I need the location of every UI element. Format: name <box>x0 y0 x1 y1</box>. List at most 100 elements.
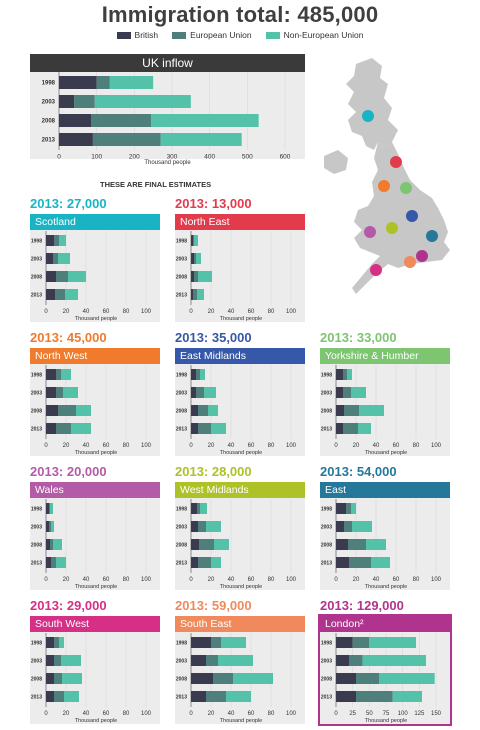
map-dot-wales <box>364 226 376 238</box>
category-label: 2013 <box>31 560 42 566</box>
tick-label: 100 <box>286 309 297 315</box>
tick-label: 80 <box>268 711 275 717</box>
category-label: 2003 <box>176 658 187 664</box>
x-axis-title: Thousand people <box>220 450 263 456</box>
category-label: 2003 <box>176 256 187 262</box>
region-plot-area: 1998 2003 2008 2013 0 20 40 60 80 100 Thousand peo… <box>175 632 305 724</box>
bar-segment-non-eu <box>53 539 62 550</box>
bar-segment-british <box>46 691 54 702</box>
bar-segment-eu <box>198 521 206 532</box>
bar-segment-british <box>46 503 49 514</box>
bar-segment-non-eu <box>218 655 253 666</box>
bar-segment-eu <box>92 133 161 146</box>
uk-inflow-plot-area: 1998 2003 2008 2013 0 100 200 300 400 500 600 <box>30 72 305 161</box>
tick-label: 40 <box>83 443 90 449</box>
region-south-east: 2013: 59,000 South East 1998 2003 2008 2013… <box>175 598 305 724</box>
tick-label: 400 <box>204 154 215 160</box>
region-heading: 2013: 45,000 <box>30 330 107 345</box>
bar-segment-non-eu <box>200 503 207 514</box>
bar-segment-eu <box>356 691 393 702</box>
region-west-midlands: 2013: 28,000 West Midlands 1998 2003 2008 2… <box>175 464 305 590</box>
bar-segment-british <box>336 539 348 550</box>
bar-segment-eu <box>196 387 204 398</box>
bar-segment-non-eu <box>379 673 435 684</box>
bar-segment-british <box>191 691 206 702</box>
category-label: 2013 <box>176 426 187 432</box>
tick-label: 125 <box>414 711 425 717</box>
bar-segment-british <box>191 539 199 550</box>
x-axis-title: Thousand people <box>365 718 408 724</box>
region-chart-svg: 1998 2003 2008 2013 0 20 40 60 80 100 Thousand peo… <box>176 499 297 590</box>
region-chart-svg: 1998 2003 2008 2013 0 20 40 60 80 100 Thousand peo… <box>176 231 297 322</box>
category-label: 2013 <box>321 694 332 700</box>
bar-segment-non-eu <box>151 114 259 127</box>
tick-label: 100 <box>286 577 297 583</box>
tick-label: 500 <box>242 154 253 160</box>
bar-segment-eu <box>194 253 196 264</box>
category-label: 1998 <box>176 238 187 244</box>
bar-segment-non-eu <box>206 521 221 532</box>
map-scotland-shape <box>346 58 398 150</box>
tick-label: 40 <box>83 577 90 583</box>
bar-segment-non-eu <box>214 539 229 550</box>
map-dot-east <box>426 230 438 242</box>
tick-label: 200 <box>129 154 140 160</box>
tick-label: 40 <box>373 443 380 449</box>
tick-label: 80 <box>123 443 130 449</box>
map-dot-south-east <box>404 256 416 268</box>
bar-segment-eu <box>348 539 366 550</box>
region-title: West Midlands <box>175 482 305 498</box>
tick-label: 0 <box>189 309 193 315</box>
bar-segment-non-eu <box>63 387 78 398</box>
region-title: North East <box>175 214 305 230</box>
bar-segment-non-eu <box>194 235 198 246</box>
uk-inflow-xlabel: Thousand people <box>144 160 191 166</box>
tick-label: 100 <box>286 443 297 449</box>
category-label: 1998 <box>31 372 42 378</box>
bar-segment-non-eu <box>61 655 81 666</box>
bar-segment-eu <box>56 369 61 380</box>
bar-segment-british <box>46 235 54 246</box>
tick-label: 20 <box>353 443 360 449</box>
tick-label: 20 <box>353 577 360 583</box>
tick-label: 80 <box>268 309 275 315</box>
region-east-midlands: 2013: 35,000 East Midlands 1998 2003 2008 2… <box>175 330 305 456</box>
region-plot-area: 1998 2003 2008 2013 0 20 40 60 80 100 Thousand peo… <box>175 498 305 590</box>
tick-label: 0 <box>44 577 48 583</box>
map-ni-shape <box>324 150 348 174</box>
bar-segment-british <box>191 253 194 264</box>
category-label: 2003 <box>42 100 56 106</box>
tick-label: 20 <box>63 711 70 717</box>
region-plot-area: 1998 2003 2008 2013 0 20 40 60 80 100 Thousand peo… <box>320 498 450 590</box>
bar-segment-british <box>336 557 349 568</box>
bar-segment-eu <box>193 289 197 300</box>
tick-label: 80 <box>268 577 275 583</box>
bar-segment-non-eu <box>58 253 70 264</box>
bar-segment-eu <box>344 521 352 532</box>
category-label: 2013 <box>321 560 332 566</box>
region-heading: 2013: 27,000 <box>30 196 107 211</box>
bar-segment-eu <box>56 423 71 434</box>
bar-segment-british <box>46 521 49 532</box>
region-south-west: 2013: 29,000 South West 1998 2003 2008 2013… <box>30 598 160 724</box>
bar-segment-non-eu <box>59 235 66 246</box>
region-plot-area: 1998 2003 2008 2013 0 20 40 60 80 100 Thousand peo… <box>30 632 160 724</box>
bar-segment-british <box>46 655 54 666</box>
bar-segment-eu <box>206 691 226 702</box>
bar-segment-non-eu <box>369 637 416 648</box>
bar-segment-eu <box>349 557 371 568</box>
bar-segment-eu <box>196 369 200 380</box>
region-heading: 2013: 59,000 <box>175 598 252 613</box>
category-label: 1998 <box>176 372 187 378</box>
category-label: 1998 <box>321 372 332 378</box>
region-chart-box: Scotland 1998 2003 2008 2013 0 20 40 60 80 100 Tho… <box>30 214 160 322</box>
bar-segment-british <box>191 369 196 380</box>
legend: British European Union Non-European Unio… <box>0 30 480 40</box>
region-title: Yorkshire & Humber <box>320 348 450 364</box>
bar-segment-eu <box>197 503 200 514</box>
tick-label: 20 <box>208 577 215 583</box>
category-label: 2003 <box>31 256 42 262</box>
bar-segment-non-eu <box>392 691 422 702</box>
category-label: 1998 <box>31 640 42 646</box>
bar-segment-british <box>191 289 193 300</box>
